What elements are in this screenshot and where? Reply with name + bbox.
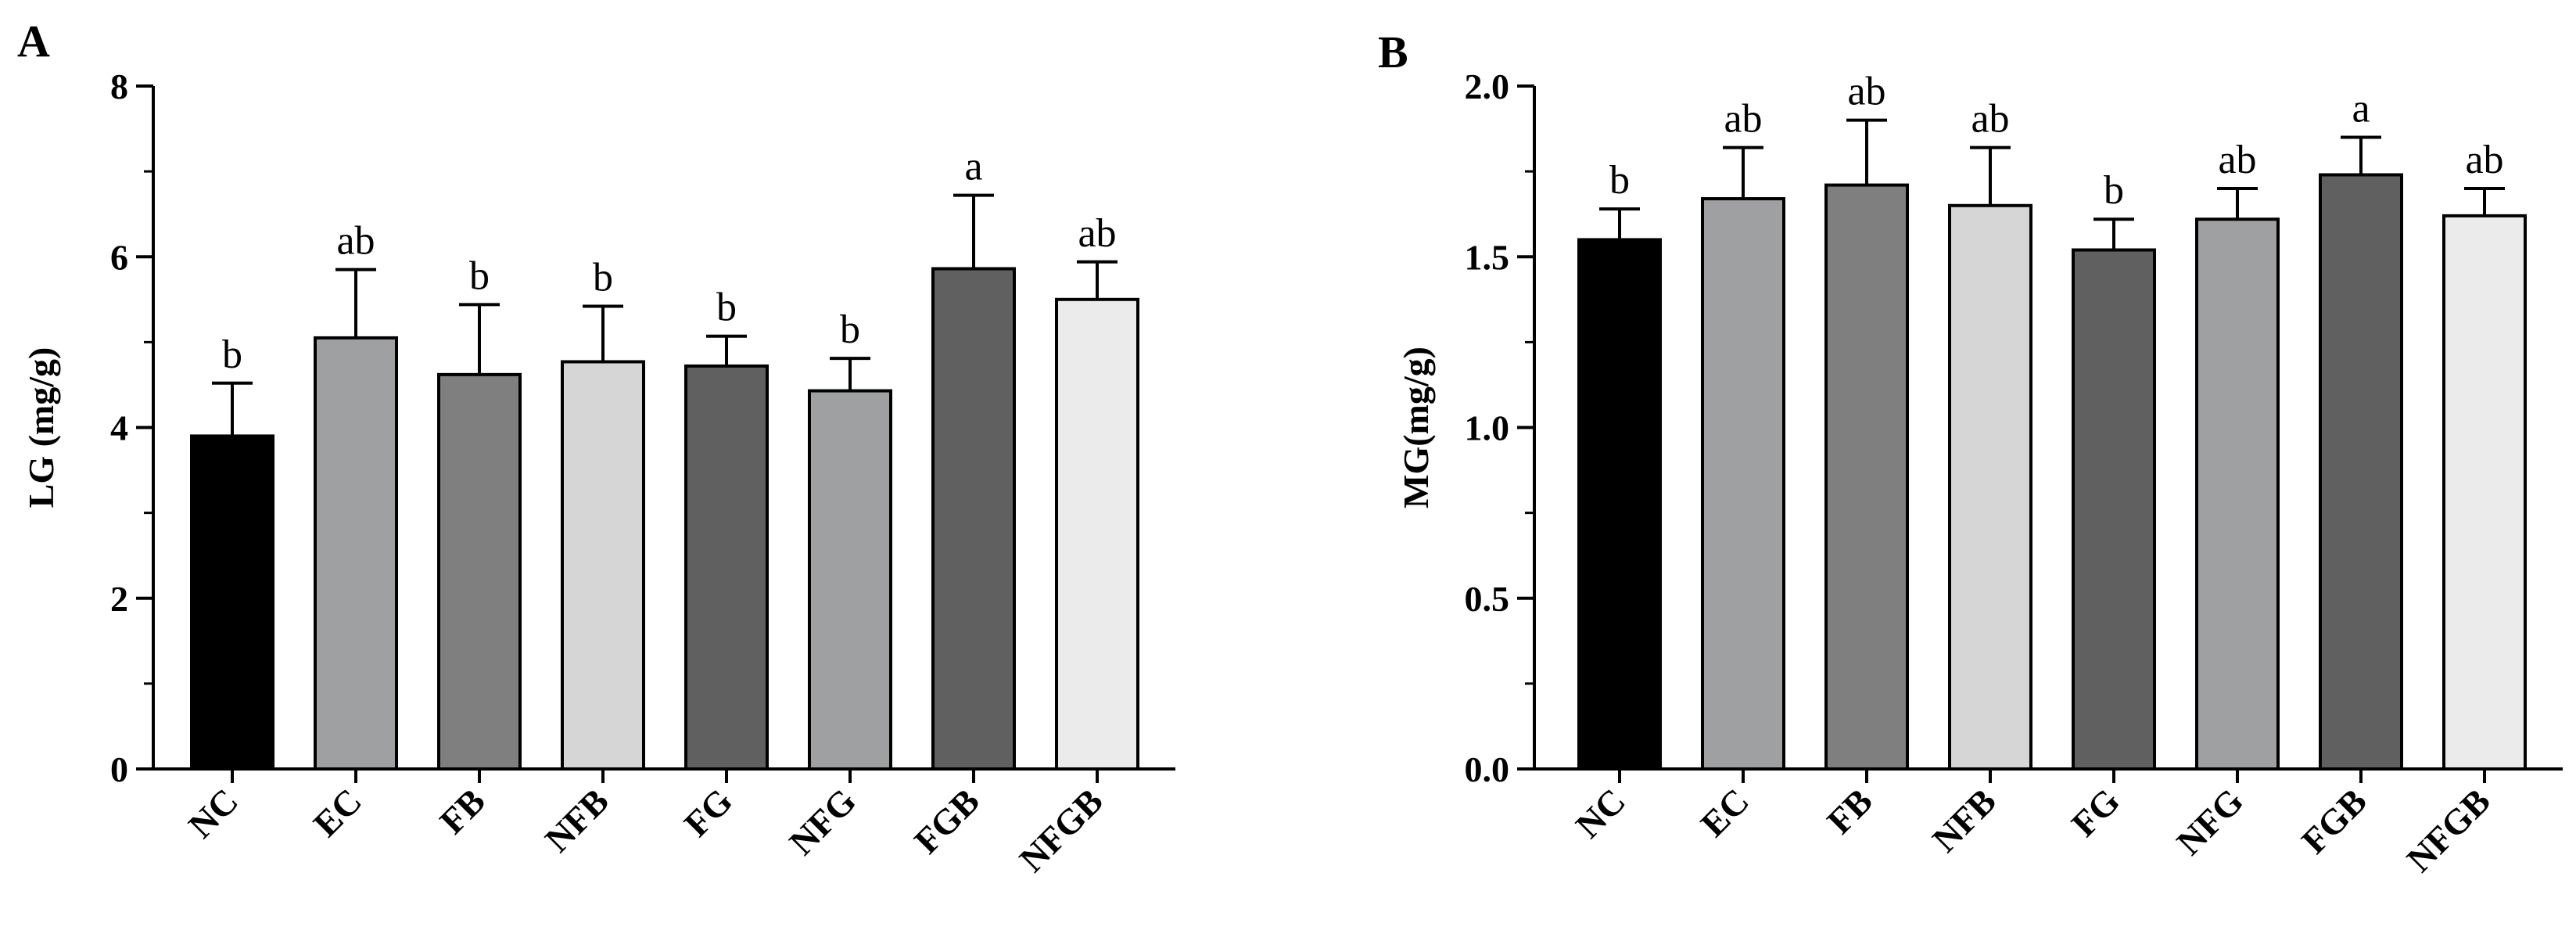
category-label: NC bbox=[181, 781, 246, 846]
significance-label: a bbox=[2352, 86, 2370, 131]
category-label: FG bbox=[676, 781, 740, 844]
panel-b: BMG(mg/g)0.00.51.01.52.0bNCabECabFBabNFB… bbox=[1378, 27, 2563, 879]
significance-label: b bbox=[840, 307, 860, 352]
significance-label: ab bbox=[1971, 97, 2009, 142]
significance-label: ab bbox=[2218, 138, 2256, 182]
y-tick-label: 8 bbox=[110, 66, 128, 106]
bar-ec bbox=[1701, 197, 1785, 771]
panel-label: B bbox=[1378, 27, 1408, 77]
category-label: FB bbox=[432, 781, 493, 842]
bar-fgb bbox=[931, 267, 1016, 771]
bar-nfg bbox=[808, 389, 892, 771]
bar-fb bbox=[1824, 183, 1909, 771]
bar-fgb bbox=[2319, 173, 2403, 771]
significance-label: b bbox=[1609, 158, 1630, 203]
y-tick-label: 1.5 bbox=[1465, 237, 1510, 277]
category-label: NFGB bbox=[2399, 781, 2498, 879]
bar-nfg bbox=[2195, 217, 2280, 771]
significance-label: ab bbox=[1847, 70, 1885, 114]
significance-label: b bbox=[222, 332, 242, 377]
significance-label: ab bbox=[1078, 211, 1116, 256]
bar-nfb bbox=[1948, 203, 2032, 771]
y-tick-label: 4 bbox=[110, 408, 128, 448]
y-axis-title: MG(mg/g) bbox=[1396, 347, 1436, 508]
category-label: EC bbox=[1693, 781, 1756, 844]
category-label: NC bbox=[1568, 781, 1633, 846]
panel-label: A bbox=[17, 16, 50, 66]
y-tick-label: 2 bbox=[110, 579, 128, 619]
significance-label: b bbox=[469, 253, 490, 298]
category-label: NFG bbox=[781, 781, 863, 863]
bar-fg bbox=[2072, 248, 2156, 771]
category-label: FB bbox=[1819, 781, 1880, 842]
bar-fg bbox=[684, 364, 769, 771]
category-label: FG bbox=[2064, 781, 2127, 844]
bar-nfgb bbox=[2442, 214, 2527, 771]
bar-ec bbox=[314, 336, 398, 771]
category-label: FGB bbox=[906, 781, 987, 861]
y-tick-label: 1.0 bbox=[1465, 408, 1510, 448]
significance-label: a bbox=[964, 145, 982, 189]
category-label: NFGB bbox=[1012, 781, 1110, 879]
y-tick-label: 6 bbox=[110, 237, 128, 277]
category-label: NFB bbox=[1925, 781, 2004, 860]
y-tick-label: 0.0 bbox=[1465, 749, 1510, 789]
significance-label: ab bbox=[2465, 138, 2503, 182]
bar-nfb bbox=[561, 360, 645, 771]
significance-label: b bbox=[593, 256, 613, 300]
y-axis-title: LG (mg/g) bbox=[21, 347, 61, 508]
significance-label: b bbox=[2104, 168, 2124, 213]
bar-fb bbox=[437, 372, 522, 771]
y-tick-label: 2.0 bbox=[1465, 66, 1510, 106]
bar-nc bbox=[1577, 238, 1662, 771]
category-label: NFB bbox=[537, 781, 616, 860]
panel-a: A LG (mg/g) 0 2 4 6 8 b NC ab EC b FB b NFB b FG b NFG a FGB… bbox=[17, 16, 1175, 879]
bar-nfgb bbox=[1055, 297, 1139, 771]
y-tick-label: 0 bbox=[110, 749, 128, 789]
category-label: NFG bbox=[2169, 781, 2251, 863]
category-label: EC bbox=[306, 781, 369, 844]
y-tick-label: 0.5 bbox=[1465, 579, 1510, 619]
category-label: FGB bbox=[2294, 781, 2374, 861]
significance-label: ab bbox=[336, 219, 375, 264]
significance-label: b bbox=[716, 286, 737, 330]
bar-nc bbox=[190, 434, 274, 771]
significance-label: ab bbox=[1724, 97, 1762, 142]
